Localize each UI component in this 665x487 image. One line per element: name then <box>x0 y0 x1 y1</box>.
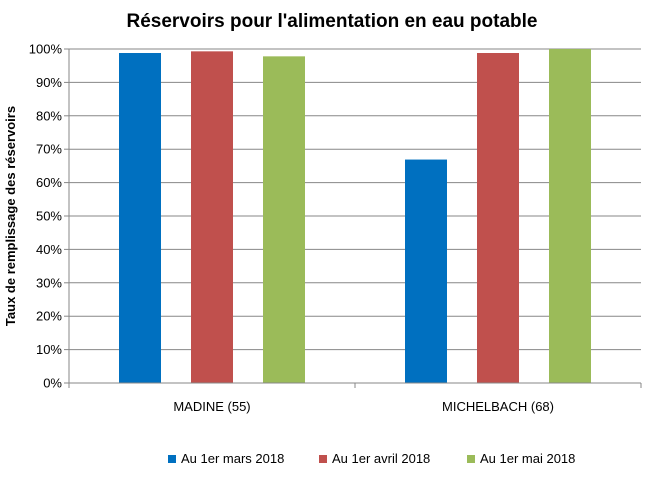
axes <box>68 49 642 388</box>
y-axis-label: Taux de remplissage des réservoirs <box>3 106 18 326</box>
legend-swatch <box>319 455 327 463</box>
y-tick-label: 100% <box>29 42 63 57</box>
bar <box>191 51 233 383</box>
y-tick-label: 90% <box>36 75 62 90</box>
bar <box>405 159 447 383</box>
legend-label: Au 1er mai 2018 <box>480 451 575 466</box>
y-tick-label: 20% <box>36 309 62 324</box>
gridlines <box>64 48 641 384</box>
bar <box>549 49 591 383</box>
legend: Au 1er mars 2018 Au 1er avril 2018 Au 1er … <box>168 451 575 466</box>
bars <box>119 49 591 384</box>
y-tick-label: 70% <box>36 142 62 157</box>
bar <box>477 53 519 384</box>
bar <box>119 53 161 384</box>
y-tick-label: 30% <box>36 275 62 290</box>
y-tick-label: 0% <box>43 376 62 391</box>
y-tick-label: 60% <box>36 175 62 190</box>
y-tick-label: 10% <box>36 342 62 357</box>
legend-label: Au 1er mars 2018 <box>181 451 284 466</box>
y-tick-label: 50% <box>36 209 62 224</box>
category-label: MICHELBACH (68) <box>442 399 554 414</box>
legend-swatch <box>467 455 475 463</box>
legend-swatch <box>168 455 176 463</box>
y-tick-label: 80% <box>36 108 62 123</box>
legend-label: Au 1er avril 2018 <box>332 451 430 466</box>
bar <box>263 56 305 384</box>
category-labels: MADINE (55) MICHELBACH (68) <box>173 399 554 414</box>
category-label: MADINE (55) <box>173 399 250 414</box>
y-tick-label: 40% <box>36 242 62 257</box>
y-tick-labels: 0% 10% 20% 30% 40% 50% 60% 70% 80% 90% 100% <box>29 42 63 391</box>
chart-title: Réservoirs pour l'alimentation en eau po… <box>126 11 537 32</box>
